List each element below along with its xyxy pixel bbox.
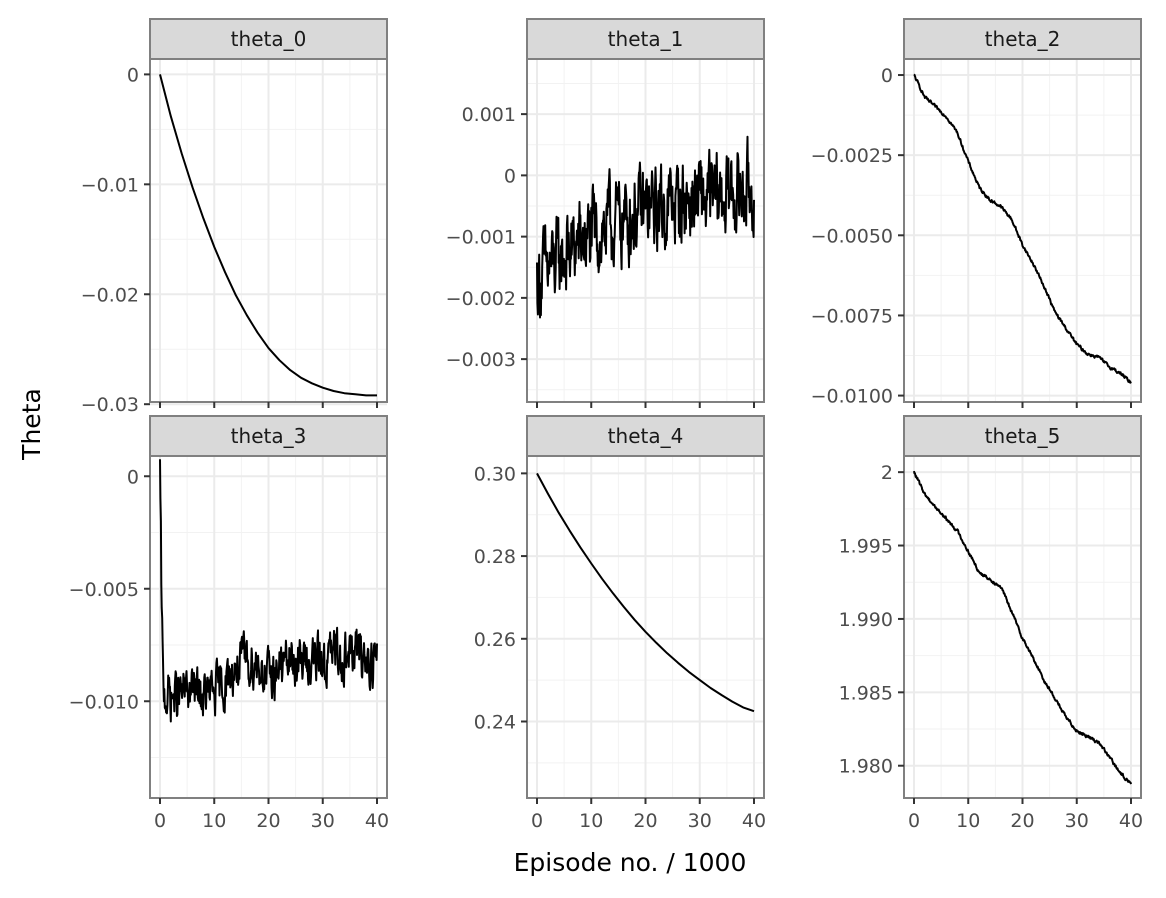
x-tick-label: 20: [256, 810, 280, 832]
facet-theta_0: theta_0 0 −0.01 −0.02 −0.03: [81, 18, 388, 416]
facet-theta_3: theta_3 0 −0.005 −0.010 0 10 20 30 40: [69, 415, 389, 832]
series-line: [536, 472, 755, 713]
x-tick-label: 10: [202, 810, 226, 832]
y-tick-label: 0: [881, 65, 893, 87]
y-tick-label: 1.980: [839, 756, 893, 778]
y-tick-label: −0.010: [69, 691, 139, 713]
x-tick-label: 40: [1119, 810, 1143, 832]
y-tick-label: 1.990: [839, 609, 893, 631]
facet-strip: [149, 415, 388, 457]
y-tick-label: 2: [881, 462, 893, 484]
x-tick-label: 40: [365, 810, 389, 832]
y-tick-label: 0: [127, 64, 139, 86]
y-tick-label: 0.30: [474, 463, 516, 485]
x-tick-label: 30: [1065, 810, 1089, 832]
y-axis-title: Theta: [17, 388, 46, 461]
facet-strip-label: theta_2: [985, 27, 1061, 51]
x-tick-label: 30: [311, 810, 335, 832]
y-tick-label: −0.002: [446, 288, 516, 310]
y-tick-label: 0.001: [462, 104, 516, 126]
x-tick-label: 10: [956, 810, 980, 832]
y-tick-label: 0: [504, 165, 516, 187]
y-tick-label: −0.01: [81, 174, 139, 196]
x-axis-title: Episode no. / 1000: [514, 848, 747, 877]
y-tick-label: −0.0075: [811, 305, 893, 327]
series-line: [913, 73, 1132, 384]
facet-strip: [526, 415, 765, 457]
facet-theta_5: theta_5 2 1.995 1.990 1.985 1.980 0 10 20 30 40: [839, 415, 1143, 832]
series-line: [159, 74, 377, 397]
y-tick-label: −0.005: [69, 579, 139, 601]
y-tick-label: −0.001: [446, 227, 516, 249]
facet-strip-label: theta_3: [231, 424, 307, 448]
facet-strip-label: theta_4: [608, 424, 684, 448]
x-tick-label: 0: [531, 810, 543, 832]
x-tick-label: 40: [742, 810, 766, 832]
y-tick-label: −0.0050: [811, 225, 893, 247]
facet-panels: theta_0 0 −0.01 −0.02 −0.03 theta_1 0.001 0 −0.0…: [69, 18, 1143, 832]
series-line: [536, 135, 755, 319]
x-tick-label: 0: [154, 810, 166, 832]
facet-strip-label: theta_5: [985, 424, 1061, 448]
facet-strip: [149, 18, 388, 60]
y-tick-label: 1.995: [839, 536, 893, 558]
facet-strip: [903, 18, 1142, 60]
y-tick-label: −0.0100: [811, 386, 893, 408]
x-tick-label: 20: [1010, 810, 1034, 832]
facet-strip-label: theta_1: [608, 27, 684, 51]
y-tick-label: −0.02: [81, 284, 139, 306]
facet-theta_1: theta_1 0.001 0 −0.001 −0.002 −0.003: [446, 18, 765, 408]
series-line: [159, 459, 378, 723]
y-tick-label: 0.24: [474, 711, 516, 733]
facet-strip-label: theta_0: [231, 27, 307, 51]
x-tick-label: 0: [908, 810, 920, 832]
y-tick-label: 0.26: [474, 629, 516, 651]
series-line: [913, 470, 1132, 785]
y-tick-label: −0.0025: [811, 145, 893, 167]
y-tick-label: 0.28: [474, 546, 516, 568]
y-tick-label: 1.985: [839, 682, 893, 704]
x-tick-label: 30: [688, 810, 712, 832]
x-tick-label: 20: [633, 810, 657, 832]
y-tick-label: 0: [127, 466, 139, 488]
x-tick-label: 10: [579, 810, 603, 832]
facet-theta_2: theta_2 0 −0.0025 −0.0050 −0.0075 −0.0100: [811, 18, 1142, 408]
y-tick-label: −0.003: [446, 349, 516, 371]
facet-theta_4: theta_4 0.30 0.28 0.26 0.24 0 10 20 30 40: [474, 415, 766, 832]
y-tick-label: −0.03: [81, 394, 139, 416]
